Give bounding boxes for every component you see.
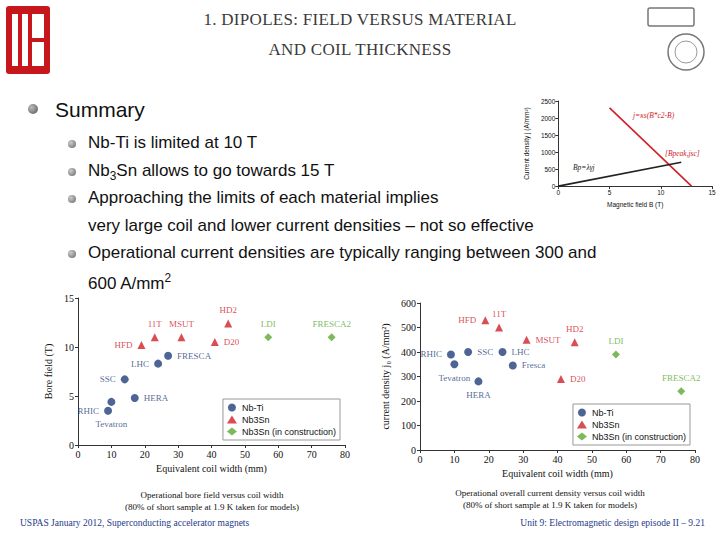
svg-text:30: 30 [173, 449, 183, 460]
svg-text:HFD: HFD [114, 340, 133, 350]
html-text:Operational current densities: Operational current densities are typica… [88, 243, 597, 262]
svg-text:600: 600 [401, 298, 416, 309]
svg-text:0: 0 [76, 449, 81, 460]
svg-text:70: 70 [656, 454, 666, 465]
svg-text:0: 0 [552, 183, 556, 190]
svg-text:500: 500 [401, 322, 416, 333]
svg-text:30: 30 [518, 454, 528, 465]
svg-text:Nb-Ti: Nb-Ti [592, 408, 614, 418]
svg-text:10: 10 [449, 454, 459, 465]
svg-text:MSUT: MSUT [169, 319, 195, 329]
html-text:600 A/mm2: 600 A/mm2 [88, 270, 172, 293]
svg-text:60: 60 [273, 449, 283, 460]
svg-text:2500: 2500 [541, 98, 556, 105]
svg-text:D20: D20 [570, 374, 586, 384]
svg-text:40: 40 [207, 449, 217, 460]
svg-text:40: 40 [553, 454, 563, 465]
html-text:(80% of short sample at 1.9 K: (80% of short sample at 1.9 K taken for … [463, 500, 637, 510]
svg-text:1500: 1500 [541, 132, 556, 139]
svg-text:500: 500 [545, 166, 556, 173]
html-text:Nb-Ti is limited at 10 T: Nb-Ti is limited at 10 T [88, 133, 258, 152]
svg-text:0: 0 [69, 440, 74, 451]
svg-text:Nb-Ti: Nb-Ti [242, 403, 264, 413]
html-text:1. DIPOLES: FIELD VERSUS MATER: 1. DIPOLES: FIELD VERSUS MATERIAL [203, 10, 517, 29]
svg-text:80: 80 [340, 449, 350, 460]
svg-text:0: 0 [411, 445, 416, 456]
svg-text:Tevatron: Tevatron [95, 419, 127, 429]
svg-text:j=κs(B*c2-B): j=κs(B*c2-B) [632, 111, 675, 120]
svg-text:current density j₀ (A/mm²): current density j₀ (A/mm²) [380, 323, 392, 429]
svg-text:FRESCA2: FRESCA2 [312, 319, 351, 329]
svg-text:HD2: HD2 [219, 305, 237, 315]
svg-text:[Bpeak,jsc]: [Bpeak,jsc] [665, 149, 700, 158]
svg-text:15: 15 [708, 189, 716, 196]
svg-text:400: 400 [401, 347, 416, 358]
svg-text:FRESCA: FRESCA [177, 351, 212, 361]
svg-text:Equivalent coil width (mm): Equivalent coil width (mm) [156, 463, 267, 475]
svg-text:LDI: LDI [261, 319, 276, 329]
svg-text:Nb3Sn: Nb3Sn [242, 415, 270, 425]
svg-text:2000: 2000 [541, 115, 556, 122]
svg-text:15: 15 [64, 293, 74, 304]
svg-text:11T: 11T [492, 309, 507, 319]
html-text:Unit 9: Electromagnetic design: Unit 9: Electromagnetic design episode I… [520, 518, 705, 528]
svg-text:300: 300 [401, 371, 416, 382]
html-text:AND COIL THICKNESS: AND COIL THICKNESS [268, 40, 452, 59]
svg-text:Equivalent coil width (mm): Equivalent coil width (mm) [502, 468, 613, 480]
svg-text:HERA: HERA [466, 390, 491, 400]
svg-text:HFD: HFD [458, 315, 477, 325]
svg-text:Nb3Sn (in construction): Nb3Sn (in construction) [592, 432, 686, 442]
svg-text:SSC: SSC [477, 347, 493, 357]
svg-text:200: 200 [401, 396, 416, 407]
html-text:Operational bore field versus: Operational bore field versus coil width [140, 490, 284, 500]
svg-text:100: 100 [401, 420, 416, 431]
svg-text:Nb3Sn (in construction): Nb3Sn (in construction) [242, 427, 336, 437]
svg-text:0: 0 [557, 189, 561, 196]
html-text:(80% of short sample at 1.9 K: (80% of short sample at 1.9 K taken for … [125, 502, 299, 512]
svg-text:0: 0 [418, 454, 423, 465]
svg-text:Current density j (A/mm²): Current density j (A/mm²) [523, 107, 531, 180]
html-text:Nb3Sn allows to go towards 15: Nb3Sn allows to go towards 15 T [88, 160, 335, 183]
svg-text:FRESCA2: FRESCA2 [662, 373, 701, 383]
svg-text:1000: 1000 [541, 149, 556, 156]
svg-text:MSUT: MSUT [536, 335, 562, 345]
svg-text:80: 80 [690, 454, 700, 465]
svg-text:5: 5 [608, 189, 612, 196]
svg-text:50: 50 [240, 449, 250, 460]
svg-text:5: 5 [69, 391, 74, 402]
svg-text:Nb3Sn: Nb3Sn [592, 420, 620, 430]
svg-text:Bore field (T): Bore field (T) [43, 344, 55, 400]
html-text:Summary: Summary [55, 98, 145, 121]
svg-text:11T: 11T [148, 319, 163, 329]
svg-text:70: 70 [307, 449, 317, 460]
svg-text:50: 50 [587, 454, 597, 465]
svg-text:10: 10 [64, 342, 74, 353]
svg-text:Tevatron: Tevatron [438, 373, 470, 383]
svg-text:10: 10 [657, 189, 665, 196]
svg-text:Fresca: Fresca [522, 360, 546, 370]
svg-text:Magnetic field B (T): Magnetic field B (T) [607, 201, 663, 209]
svg-text:RHIC: RHIC [78, 406, 100, 416]
svg-text:HERA: HERA [144, 393, 169, 403]
svg-text:D20: D20 [224, 337, 240, 347]
html-text:USPAS January 2012, Supercondu: USPAS January 2012, Superconducting acce… [20, 518, 250, 528]
svg-text:LHC: LHC [131, 359, 149, 369]
svg-text:LHC: LHC [512, 347, 530, 357]
svg-text:Bp=λγj: Bp=λγj [573, 163, 595, 172]
svg-text:RHIC: RHIC [420, 349, 442, 359]
svg-text:60: 60 [621, 454, 631, 465]
html-text:very large coil and lower curr: very large coil and lower current densit… [88, 215, 534, 235]
svg-text:10: 10 [106, 449, 116, 460]
svg-text:20: 20 [140, 449, 150, 460]
svg-text:HD2: HD2 [566, 324, 584, 334]
html-text:Approaching the limits of each: Approaching the limits of each material … [88, 188, 439, 207]
svg-text:SSC: SSC [100, 374, 116, 384]
html-text:Operational overall current de: Operational overall current density vers… [455, 488, 645, 498]
svg-text:20: 20 [484, 454, 494, 465]
svg-text:LDI: LDI [608, 336, 623, 346]
